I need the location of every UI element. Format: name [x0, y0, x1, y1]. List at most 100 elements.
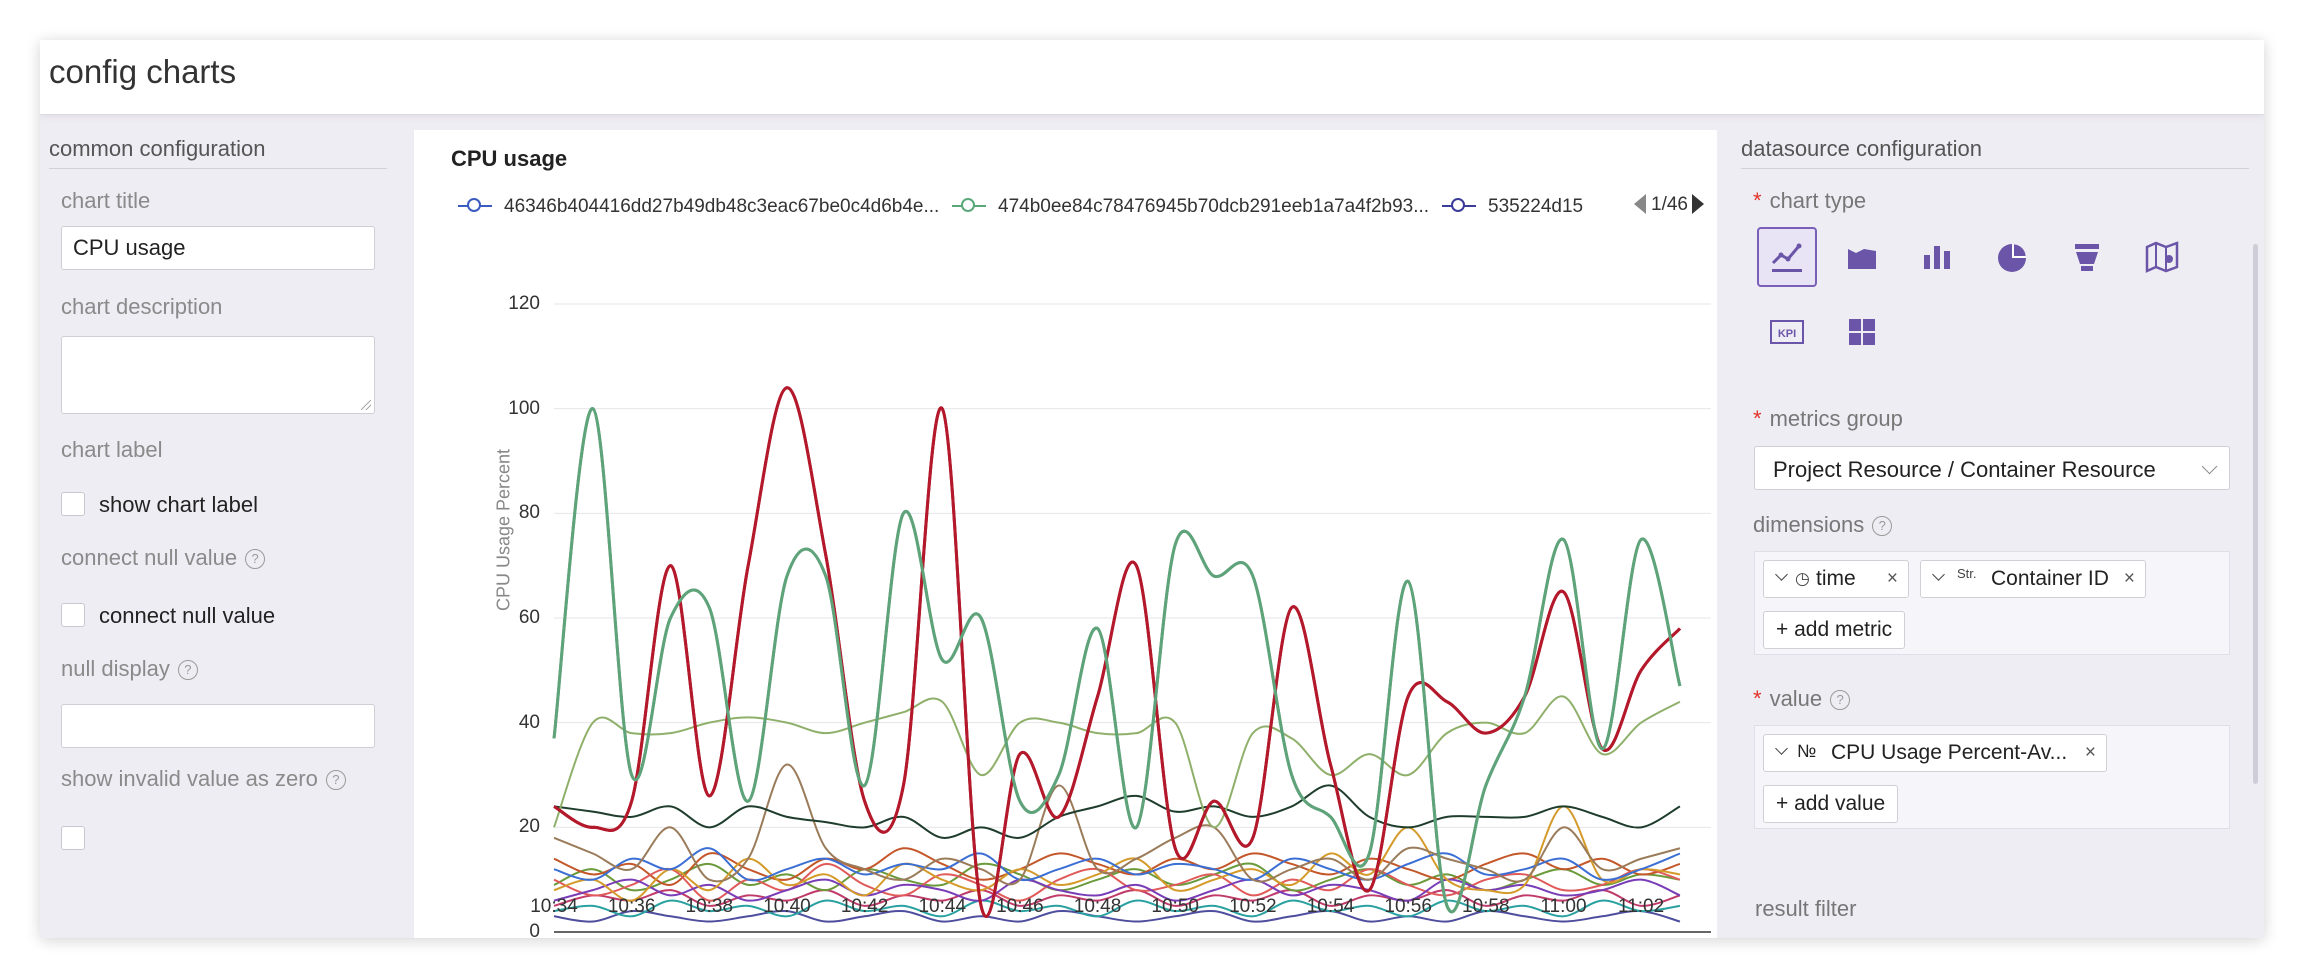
chevron-down-icon[interactable]: [1775, 742, 1788, 755]
x-tick-label: 10:36: [607, 896, 656, 917]
series-line[interactable]: [553, 763, 1681, 886]
x-tick-label: 10:34: [530, 896, 578, 917]
series-line[interactable]: [553, 862, 1681, 902]
x-tick-label: 10:38: [685, 896, 734, 917]
series-line[interactable]: [553, 899, 1681, 918]
legend-marker-icon: [1442, 197, 1476, 215]
legend-marker-icon: [952, 197, 986, 215]
show-chart-label-checkbox[interactable]: [61, 492, 85, 516]
dimension-tag-label: time: [1816, 567, 1856, 590]
pie-chart-type-button[interactable]: [1982, 227, 2042, 287]
chart-title-input[interactable]: [61, 226, 375, 270]
funnel-chart-type-button[interactable]: [2057, 227, 2117, 287]
series-line[interactable]: [553, 386, 1682, 918]
legend-next-icon[interactable]: [1691, 194, 1704, 214]
table-chart-type-button[interactable]: [1832, 302, 1892, 362]
add-metric-button[interactable]: + add metric: [1763, 611, 1906, 649]
datasource-configuration-title: datasource configuration: [1741, 136, 1982, 161]
x-tick-label: 10:46: [996, 896, 1044, 917]
legend-item[interactable]: 474b0ee84c78476945b70dcb291eeb1a7a4f2b93…: [952, 196, 1429, 218]
close-icon[interactable]: ×: [2123, 568, 2135, 589]
chart-preview-card: CPU usage 46346b404416dd27b49db48c3eac67…: [414, 130, 1717, 938]
required-mark: *: [1753, 686, 1762, 711]
chevron-down-icon[interactable]: [1932, 568, 1945, 581]
series-line[interactable]: [553, 784, 1681, 839]
y-tick-label: 0: [529, 921, 540, 938]
series-line[interactable]: [553, 695, 1681, 829]
datasource-configuration-panel: datasource configuration * chart type KPI…: [1741, 114, 2264, 938]
legend-prev-icon[interactable]: [1634, 194, 1646, 214]
null-display-label: null display?: [61, 656, 198, 682]
section-divider: [1741, 168, 2249, 169]
kpi-icon-text: KPI: [1778, 328, 1796, 340]
map-chart-type-button[interactable]: [2132, 227, 2192, 287]
clock-icon: ◷: [1795, 569, 1810, 588]
panel-scrollbar[interactable]: [2253, 244, 2258, 784]
string-type-icon: Str.: [1957, 566, 1977, 581]
dimensions-label-text: dimensions: [1753, 512, 1865, 537]
chart-description-label: chart description: [61, 294, 223, 319]
value-label: * value?: [1753, 686, 1851, 712]
bar-chart-icon: [1924, 246, 1950, 269]
help-icon[interactable]: ?: [1872, 516, 1893, 536]
help-icon[interactable]: ?: [325, 770, 346, 790]
y-tick-label: 80: [518, 502, 540, 524]
bar-chart-type-button[interactable]: [1907, 227, 1967, 287]
x-tick-label: 10:50: [1151, 896, 1199, 917]
series-line-highlight[interactable]: [553, 386, 1682, 918]
dimensions-dropzone[interactable]: ◷ time × Str. Container ID × + add metri…: [1754, 551, 2230, 655]
x-tick-label: 10:58: [1462, 896, 1510, 917]
invalid-zero-checkbox[interactable]: [61, 826, 85, 850]
chart-description-textarea[interactable]: [61, 336, 375, 414]
connect-null-checkbox[interactable]: [61, 603, 85, 627]
resize-grip-icon[interactable]: [361, 400, 371, 410]
series-line-highlight[interactable]: [552, 407, 1682, 914]
series-line[interactable]: [553, 847, 1681, 882]
connect-null-label: connect null value?: [61, 545, 266, 571]
x-tick-label: 10:42: [840, 896, 889, 917]
dimension-tag-container-id[interactable]: Str. Container ID ×: [1920, 560, 2146, 598]
chart-type-label: * chart type: [1753, 188, 1866, 214]
legend-item-label: 474b0ee84c78476945b70dcb291eeb1a7a4f2b93…: [998, 196, 1430, 217]
y-tick-label: 40: [518, 711, 540, 733]
chart-title-label: chart title: [61, 188, 151, 213]
common-configuration-title: common configuration: [49, 136, 266, 161]
chevron-down-icon[interactable]: [1775, 568, 1788, 581]
common-configuration-panel: common configuration chart title chart d…: [40, 114, 410, 938]
add-value-button[interactable]: + add value: [1763, 785, 1899, 823]
dimension-tag-time[interactable]: ◷ time ×: [1763, 560, 1909, 598]
x-tick-label: 11:00: [1540, 896, 1587, 917]
close-icon[interactable]: ×: [2084, 742, 2096, 763]
null-display-input[interactable]: [61, 704, 375, 748]
metrics-group-label: * metrics group: [1753, 406, 1903, 432]
series-line[interactable]: [552, 407, 1682, 914]
x-tick-label: 10:54: [1306, 896, 1355, 917]
line-chart-type-button[interactable]: [1757, 227, 1817, 287]
legend-marker-icon: [458, 197, 492, 215]
value-tag-label: CPU Usage Percent-Av...: [1831, 741, 2068, 764]
help-icon[interactable]: ?: [245, 549, 266, 569]
y-tick-label: 20: [518, 816, 540, 838]
connect-null-label-text: connect null value: [61, 545, 238, 570]
kpi-icon: KPI: [1770, 320, 1804, 344]
value-dropzone[interactable]: № CPU Usage Percent-Av... × + add value: [1754, 725, 2230, 829]
legend-page-text: 1/46: [1651, 194, 1688, 215]
value-tag[interactable]: № CPU Usage Percent-Av... ×: [1763, 734, 2107, 772]
help-icon[interactable]: ?: [177, 660, 198, 680]
close-icon[interactable]: ×: [1886, 568, 1898, 589]
y-tick-label: 60: [518, 607, 540, 628]
result-filter-label: result filter: [1755, 896, 1857, 921]
required-mark: *: [1753, 406, 1762, 431]
x-tick-label: 10:52: [1229, 896, 1277, 917]
series-line[interactable]: [553, 889, 1681, 907]
legend-item[interactable]: 46346b404416dd27b49db48c3eac67be0c4d6b4e…: [458, 196, 939, 218]
area-chart-type-button[interactable]: [1832, 227, 1892, 287]
x-tick-label: 11:02: [1618, 896, 1665, 917]
funnel-chart-icon: [2075, 244, 2099, 271]
metrics-group-select[interactable]: Project Resource / Container Resource: [1754, 446, 2230, 490]
legend-item[interactable]: 535224d15: [1442, 196, 1583, 218]
kpi-chart-type-button[interactable]: KPI: [1757, 302, 1817, 362]
required-mark: *: [1753, 188, 1762, 213]
chart-title: CPU usage: [451, 146, 568, 171]
help-icon[interactable]: ?: [1830, 690, 1851, 710]
